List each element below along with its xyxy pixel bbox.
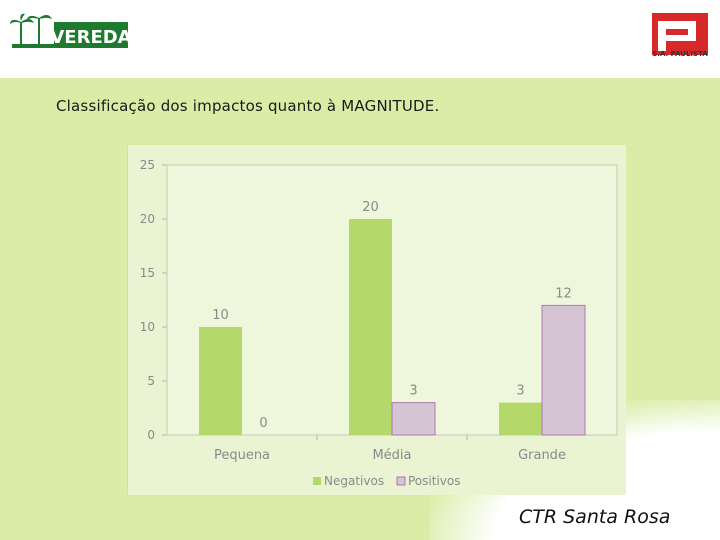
vereda-logo-text: VEREDA (50, 27, 130, 48)
bar-chart: 0 5 10 15 20 25 10 0 Pequena 20 3 Média 3 12 Grande Neg… (140, 158, 618, 488)
data-label: 3 (409, 384, 417, 399)
legend-label-negativos: Negativos (324, 474, 384, 488)
footer-text: CTR Santa Rosa (519, 506, 671, 528)
legend-swatch-negativos (313, 477, 321, 485)
x-tick-label: Pequena (214, 448, 270, 463)
slide-title: Classificação dos impactos quanto à MAGN… (56, 97, 440, 115)
data-label: 0 (259, 416, 267, 431)
sa-paulista-logo-text: S.A. PAULISTA (652, 50, 708, 58)
data-label: 10 (212, 308, 229, 323)
y-tick-label: 5 (147, 374, 155, 388)
data-label: 3 (516, 384, 524, 399)
sa-paulista-logo (652, 13, 708, 55)
legend-swatch-positivos (396, 476, 406, 486)
x-tick-label: Média (372, 448, 411, 463)
x-tick-label: Grande (518, 448, 566, 463)
y-tick-label: 0 (147, 428, 155, 442)
data-label: 20 (362, 200, 379, 215)
bar-negativos-grande (499, 402, 542, 435)
y-tick-label: 25 (140, 158, 155, 172)
vereda-logo: VEREDA (10, 13, 130, 48)
bar-positivos-grande (541, 304, 586, 436)
bar-positivos-média (391, 402, 436, 436)
y-tick-label: 15 (140, 266, 155, 280)
bar-negativos-média (349, 219, 392, 435)
y-tick-label: 20 (140, 212, 155, 226)
data-label: 12 (555, 286, 572, 301)
bar-negativos-pequena (199, 327, 242, 435)
y-tick-label: 10 (140, 320, 155, 334)
legend-label-positivos: Positivos (408, 474, 460, 488)
